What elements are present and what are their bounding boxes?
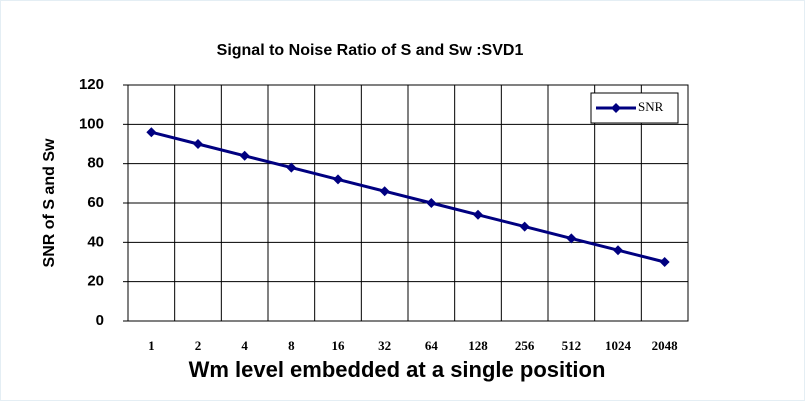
marker <box>473 209 483 220</box>
y-tick-label: 20 <box>87 273 104 290</box>
y-tick-label: 60 <box>87 194 104 211</box>
x-tick-label: 128 <box>468 338 488 353</box>
x-tick-label: 256 <box>515 338 535 353</box>
marker <box>333 174 343 185</box>
marker <box>286 162 297 173</box>
legend-marker <box>611 103 621 113</box>
x-tick-label: 1024 <box>605 338 632 353</box>
x-tick-label: 512 <box>562 338 582 353</box>
legend-label: SNR <box>638 99 664 114</box>
marker <box>519 221 530 232</box>
chart-title: Signal to Noise Ratio of S and Sw :SVD1 <box>217 42 524 59</box>
marker <box>193 139 203 149</box>
series-line <box>150 130 666 264</box>
marker <box>659 257 670 267</box>
x-tick-label: 16 <box>332 338 346 353</box>
x-tick-label: 2048 <box>652 338 679 353</box>
x-axis-label: Wm level embedded at a single position <box>189 357 606 382</box>
marker <box>146 127 157 138</box>
marker <box>566 233 577 244</box>
x-tick-label: 64 <box>425 338 439 353</box>
x-tick-label: 8 <box>288 338 295 353</box>
marker <box>239 150 250 161</box>
x-tick-label: 2 <box>195 338 202 353</box>
y-tick-label: 100 <box>79 115 104 132</box>
y-tick-label: 40 <box>87 233 104 250</box>
x-tick-label: 1 <box>148 338 155 353</box>
marker <box>426 198 437 208</box>
x-tick-label: 4 <box>241 338 248 353</box>
y-axis-label: SNR of S and Sw <box>41 138 58 267</box>
x-tick-label: 32 <box>378 338 391 353</box>
marker <box>379 186 390 197</box>
y-tick-label: 80 <box>87 155 104 172</box>
marker <box>613 245 623 256</box>
y-tick-label: 120 <box>79 76 104 93</box>
y-tick-label: 0 <box>96 312 104 329</box>
